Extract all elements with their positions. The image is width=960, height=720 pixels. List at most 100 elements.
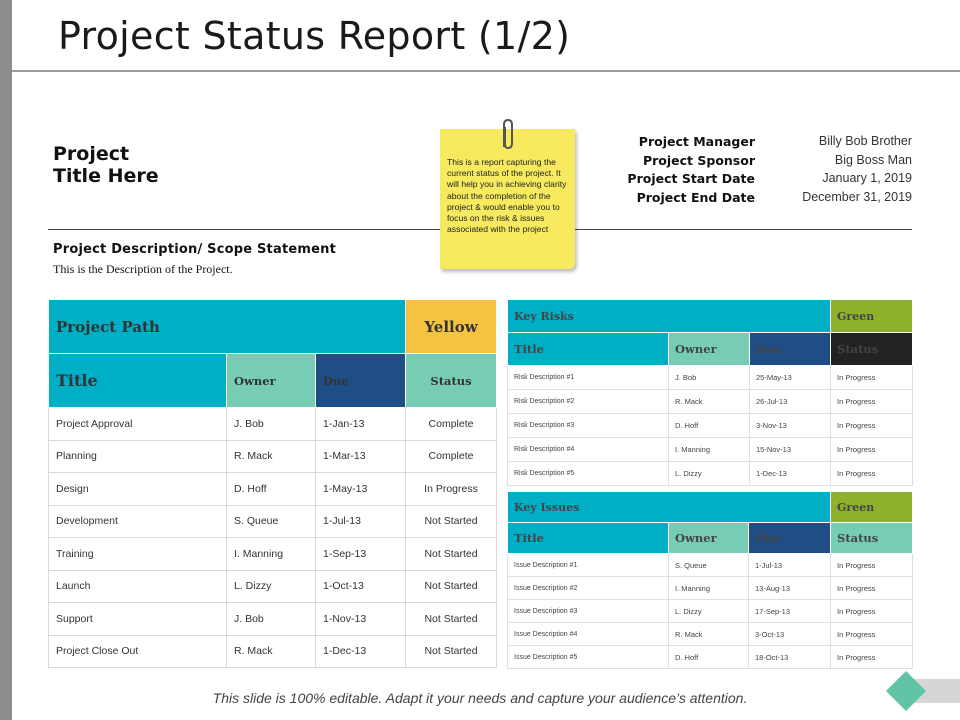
path-cell-due: 1-Nov-13 [314, 602, 407, 636]
path-cell-status: In Progress [405, 472, 498, 506]
path-cell-due: 1-Oct-13 [314, 569, 407, 603]
risk-row: Risk Description #2 R. Mack 26-Jul-13 In Pr… [507, 389, 914, 414]
path-row: Project Close Out R. Mack 1-Dec-13 Not Star… [48, 634, 498, 668]
risk-cell-title: Risk Description #1 [507, 365, 669, 390]
risk-table-header-row: Title Owner Due Status [507, 332, 914, 366]
risk-cell-owner: R. Mack [668, 389, 750, 414]
page-title: Project Status Report (1/2) [58, 14, 571, 58]
issue-cell-status: In Progress [830, 553, 914, 577]
risk-table-title-row: Key Risks Green [506, 299, 914, 333]
path-cell-title: Support [48, 602, 227, 636]
issue-row: Issue Description #3 L. Dizzy 17-Sep-13 In … [507, 599, 914, 623]
issue-status-badge: Green [830, 491, 914, 523]
path-cell-status: Not Started [405, 537, 498, 571]
path-row: Development S. Queue 1-Jul-13 Not Started [48, 504, 498, 538]
risk-cell-status: In Progress [830, 437, 914, 462]
path-table-body: Project Approval J. Bob 1-Jan-13 Complete Pl… [48, 407, 498, 668]
diamond-arrow-icon[interactable] [884, 668, 960, 714]
path-cell-title: Training [48, 537, 227, 571]
issue-cell-status: In Progress [830, 622, 914, 646]
path-cell-status: Complete [405, 439, 498, 473]
path-cell-due: 1-May-13 [314, 472, 407, 506]
issue-row: Issue Description #4 R. Mack 3-Oct-13 In Pr… [507, 622, 914, 646]
project-path-table: Project Path Yellow Title Owner Due Stat… [47, 299, 498, 668]
sticky-note: This is a report capturing the current s… [440, 129, 575, 269]
meta-labels: Project Manager Project Sponsor Project … [600, 133, 755, 207]
path-status-badge: Yellow [405, 299, 498, 354]
meta-label-sponsor: Project Sponsor [642, 152, 755, 168]
issue-cell-due: 17-Sep-13 [747, 599, 832, 623]
project-title: Project Title Here [53, 143, 213, 187]
key-risks-table: Key Risks Green Title Owner Due Status R… [506, 299, 914, 486]
issue-cell-due: 1-Jul-13 [747, 553, 832, 577]
path-cell-due: 1-Dec-13 [314, 634, 407, 668]
risk-cell-owner: D. Hoff [668, 413, 750, 438]
risk-cell-due: 15-Nov-13 [748, 437, 832, 462]
risk-cell-title: Risk Description #5 [507, 461, 669, 486]
project-title-line1: Project [53, 143, 130, 165]
path-row: Launch L. Dizzy 1-Oct-13 Not Started [48, 569, 498, 603]
issue-cell-title: Issue Description #1 [507, 553, 669, 577]
path-cell-due: 1-Mar-13 [314, 439, 407, 473]
risk-cell-title: Risk Description #3 [507, 413, 669, 438]
risk-cell-status: In Progress [830, 365, 914, 390]
meta-values: Billy Bob Brother Big Boss Man January 1… [770, 132, 912, 206]
issue-table-title-row: Key Issues Green [506, 491, 914, 523]
path-cell-title: Project Approval [48, 407, 227, 441]
risk-status-badge: Green [830, 299, 914, 333]
risk-table-body: Risk Description #1 J. Bob 25-May-13 In Pro… [507, 365, 914, 486]
risk-cell-owner: I. Manning [668, 437, 750, 462]
path-cell-title: Design [48, 472, 227, 506]
meta-value-sponsor: Big Boss Man [834, 152, 912, 167]
issue-header-status: Status [830, 522, 914, 554]
risk-row: Risk Description #1 J. Bob 25-May-13 In Pro… [507, 365, 914, 390]
risk-header-due: Due [748, 332, 832, 366]
meta-label-end: Project End Date [636, 189, 755, 205]
path-cell-title: Launch [48, 569, 227, 603]
issue-header-owner: Owner [668, 522, 749, 554]
path-cell-status: Not Started [405, 634, 498, 668]
issue-table-title: Key Issues [506, 491, 832, 523]
path-row: Planning R. Mack 1-Mar-13 Complete [48, 439, 498, 473]
issue-cell-owner: R. Mack [668, 622, 749, 646]
path-row: Support J. Bob 1-Nov-13 Not Started [48, 602, 498, 636]
risk-cell-title: Risk Description #2 [507, 389, 669, 414]
path-cell-owner: R. Mack [226, 439, 316, 473]
path-cell-owner: D. Hoff [226, 472, 316, 506]
issue-cell-status: In Progress [830, 599, 914, 623]
meta-value-end: December 31, 2019 [802, 189, 912, 204]
issue-cell-status: In Progress [830, 645, 914, 669]
issue-row: Issue Description #1 S. Queue 1-Jul-13 In P… [507, 553, 914, 577]
path-header-title: Title [48, 353, 227, 408]
project-title-line2: Title Here [53, 165, 159, 187]
path-row: Design D. Hoff 1-May-13 In Progress [48, 472, 498, 506]
meta-value-manager: Billy Bob Brother [818, 134, 912, 148]
risk-cell-status: In Progress [830, 413, 914, 438]
path-cell-owner: J. Bob [226, 602, 316, 636]
issue-cell-title: Issue Description #2 [507, 576, 669, 600]
issue-table-header-row: Title Owner Due Status [507, 522, 914, 554]
sticky-note-text: This is a report capturing the current s… [447, 157, 567, 235]
risk-header-title: Title [507, 332, 669, 366]
risk-cell-status: In Progress [830, 389, 914, 414]
path-cell-due: 1-Jan-13 [314, 407, 407, 441]
issue-cell-status: In Progress [830, 576, 914, 600]
issue-cell-owner: I. Manning [668, 576, 749, 600]
path-header-due: Due [314, 353, 407, 408]
issue-table-body: Issue Description #1 S. Queue 1-Jul-13 In P… [507, 553, 914, 669]
issue-cell-owner: D. Hoff [668, 645, 749, 669]
path-cell-due: 1-Sep-13 [314, 537, 407, 571]
path-cell-owner: R. Mack [226, 634, 316, 668]
description-heading: Project Description/ Scope Statement [53, 242, 337, 257]
issue-cell-due: 3-Oct-13 [747, 622, 832, 646]
title-divider [12, 70, 960, 72]
issue-cell-title: Issue Description #4 [507, 622, 669, 646]
path-table-title: Project Path [47, 299, 407, 354]
path-header-owner: Owner [226, 353, 316, 408]
path-cell-title: Development [48, 504, 227, 538]
risk-cell-due: 26-Jul-13 [748, 389, 832, 414]
path-cell-title: Project Close Out [48, 634, 227, 668]
footer-note: This slide is 100% editable. Adapt it yo… [212, 690, 748, 706]
meta-label-start: Project Start Date [627, 171, 755, 186]
path-cell-due: 1-Jul-13 [314, 504, 407, 538]
